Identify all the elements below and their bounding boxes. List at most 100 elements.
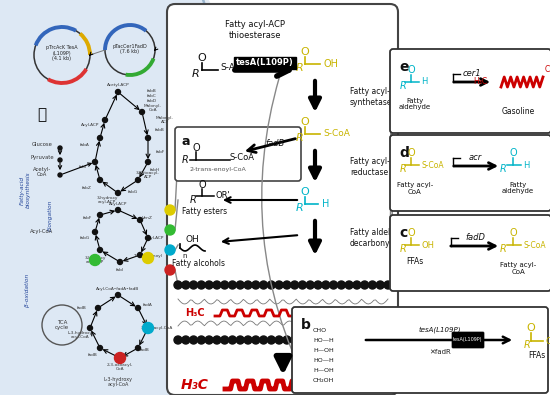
Text: OH: OH xyxy=(323,59,338,69)
Circle shape xyxy=(102,117,107,122)
Text: HO—H: HO—H xyxy=(313,338,334,343)
Circle shape xyxy=(135,305,140,310)
Circle shape xyxy=(142,252,153,263)
Circle shape xyxy=(96,305,101,310)
Circle shape xyxy=(221,336,229,344)
Text: a: a xyxy=(182,135,190,148)
Text: OH: OH xyxy=(421,241,434,250)
Text: β-oxidation: β-oxidation xyxy=(25,273,30,307)
Text: Trans-2-enoyl
-ACP: Trans-2-enoyl -ACP xyxy=(134,254,162,262)
Text: H—OH: H—OH xyxy=(313,348,334,353)
Text: fadB: fadB xyxy=(140,348,150,352)
Text: ✕fadR: ✕fadR xyxy=(429,349,451,355)
Text: R: R xyxy=(296,203,304,213)
Text: 3-Ketoacyl-CoA: 3-Ketoacyl-CoA xyxy=(141,326,173,330)
Text: fabG: fabG xyxy=(80,236,90,240)
Text: HO—H: HO—H xyxy=(313,358,334,363)
Circle shape xyxy=(146,235,151,241)
Circle shape xyxy=(92,160,97,164)
Text: fadB: fadB xyxy=(265,139,285,147)
Text: Acyl-ACP: Acyl-ACP xyxy=(81,123,99,127)
Circle shape xyxy=(329,281,338,289)
Text: fabZ: fabZ xyxy=(82,186,92,190)
Text: d: d xyxy=(399,146,409,160)
Text: R: R xyxy=(296,63,304,73)
Text: Fatty acyl-
CoA: Fatty acyl- CoA xyxy=(500,261,536,275)
Text: L-3-hydroxy
acyl-CoA: L-3-hydroxy acyl-CoA xyxy=(103,376,133,387)
Circle shape xyxy=(97,177,102,182)
Text: Acyl-ACP: Acyl-ACP xyxy=(109,202,127,206)
Text: R: R xyxy=(499,164,507,174)
Text: VenZ: VenZ xyxy=(141,216,152,220)
Text: 2-3-oxoacyl-
CoA: 2-3-oxoacyl- CoA xyxy=(107,363,133,371)
Circle shape xyxy=(337,281,345,289)
Text: pTacCer1FadD
(7.6 kb): pTacCer1FadD (7.6 kb) xyxy=(113,43,147,55)
Text: fabI: fabI xyxy=(79,165,87,169)
Circle shape xyxy=(314,281,322,289)
Circle shape xyxy=(190,336,197,344)
Text: e: e xyxy=(399,60,409,74)
Text: Fatty acyl-ACP
thioesterase: Fatty acyl-ACP thioesterase xyxy=(225,20,285,40)
Text: S-CoA: S-CoA xyxy=(323,130,350,139)
Text: Gasoline: Gasoline xyxy=(502,107,535,117)
Circle shape xyxy=(135,177,140,182)
Circle shape xyxy=(283,281,291,289)
Circle shape xyxy=(252,281,260,289)
Text: Fatty acyl-CoA
synthetase: Fatty acyl-CoA synthetase xyxy=(350,87,405,107)
Text: c: c xyxy=(399,226,407,240)
Text: R: R xyxy=(400,81,406,91)
Text: OR': OR' xyxy=(215,192,230,201)
Text: cer1: cer1 xyxy=(463,70,481,79)
Circle shape xyxy=(290,336,299,344)
FancyBboxPatch shape xyxy=(390,215,550,291)
Text: FFAs: FFAs xyxy=(529,352,546,361)
Circle shape xyxy=(267,281,276,289)
Text: L-3-hydroxy
acyl-CoA: L-3-hydroxy acyl-CoA xyxy=(68,331,92,339)
Text: fabG: fabG xyxy=(128,190,138,194)
Text: Glucose: Glucose xyxy=(31,143,52,147)
Text: 🐟: 🐟 xyxy=(37,107,47,122)
Text: Fatty
aldehyde: Fatty aldehyde xyxy=(399,98,431,111)
Circle shape xyxy=(165,265,175,275)
Text: TCA
cycle: TCA cycle xyxy=(55,320,69,330)
Text: FFAs: FFAs xyxy=(406,256,424,265)
Text: fadB: fadB xyxy=(77,306,87,310)
Text: O: O xyxy=(301,187,309,197)
Text: R: R xyxy=(192,69,200,79)
Circle shape xyxy=(275,281,283,289)
Circle shape xyxy=(118,260,123,265)
Circle shape xyxy=(361,281,368,289)
Circle shape xyxy=(114,352,125,363)
Circle shape xyxy=(197,281,205,289)
Circle shape xyxy=(118,356,123,361)
Circle shape xyxy=(97,248,102,252)
Text: H₃C: H₃C xyxy=(473,77,487,87)
Circle shape xyxy=(322,336,330,344)
Circle shape xyxy=(174,281,182,289)
FancyBboxPatch shape xyxy=(167,4,398,395)
Text: fabI: fabI xyxy=(116,268,124,272)
Circle shape xyxy=(299,336,306,344)
Text: Fatty alcohols: Fatty alcohols xyxy=(172,258,224,267)
Text: H: H xyxy=(523,160,529,169)
Text: S-ACP: S-ACP xyxy=(220,64,246,73)
Circle shape xyxy=(244,336,252,344)
Text: R: R xyxy=(499,244,507,254)
Circle shape xyxy=(97,135,102,141)
Text: CH₂OH: CH₂OH xyxy=(313,378,334,383)
Text: O: O xyxy=(407,148,415,158)
Text: O: O xyxy=(197,53,206,63)
Text: H₃C: H₃C xyxy=(181,378,209,392)
Text: Fatty-acid
biosynthesis: Fatty-acid biosynthesis xyxy=(20,172,30,208)
Text: R: R xyxy=(296,133,304,143)
Text: Fatty acyl-
CoA: Fatty acyl- CoA xyxy=(397,181,433,194)
Text: R: R xyxy=(524,340,530,350)
Text: O: O xyxy=(407,65,415,75)
Circle shape xyxy=(376,281,384,289)
Text: Fatty acyl-CoA
reductase: Fatty acyl-CoA reductase xyxy=(350,157,405,177)
Circle shape xyxy=(260,281,267,289)
Text: fabF: fabF xyxy=(155,150,164,154)
Circle shape xyxy=(182,281,190,289)
Circle shape xyxy=(138,218,142,222)
Text: tesA(L109P): tesA(L109P) xyxy=(453,337,483,342)
